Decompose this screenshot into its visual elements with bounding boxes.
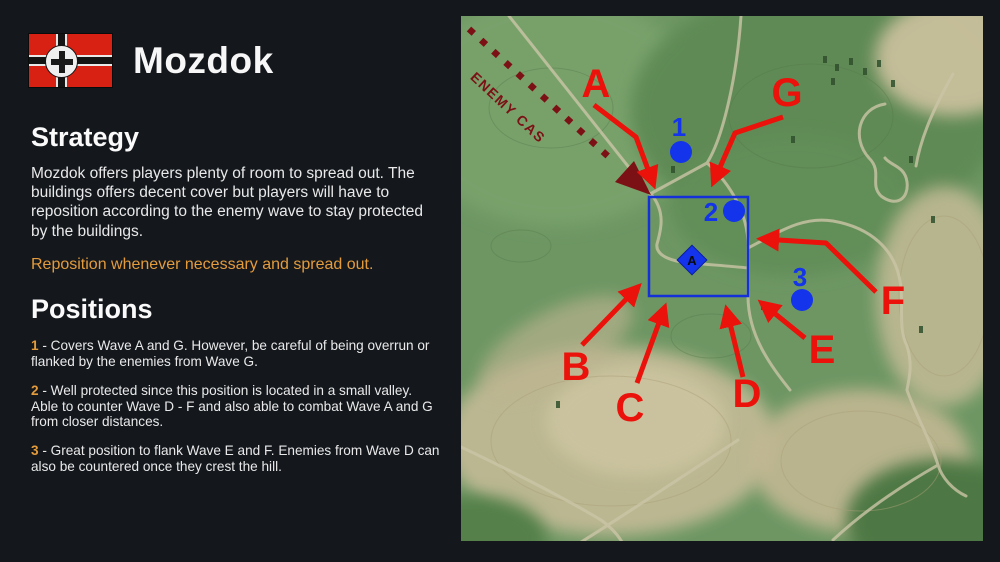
wave-e-label: E	[809, 328, 836, 372]
position-3-marker	[791, 289, 813, 311]
wave-labels: A G B C D E F	[562, 62, 906, 430]
position-2-marker	[723, 200, 745, 222]
wave-c-label: C	[616, 386, 645, 430]
strategy-heading: Strategy	[31, 122, 140, 152]
positions-heading: Positions	[31, 294, 153, 324]
position-markers: 1 2 3	[670, 112, 813, 311]
position-3-map-label: 3	[793, 262, 807, 292]
position-2-map-label: 2	[704, 197, 718, 227]
map-terrain	[461, 16, 983, 541]
strategy-note-text: Reposition whenever necessary and spread…	[31, 256, 374, 273]
objective-a-diamond: A	[676, 244, 708, 276]
wave-d-arrow	[719, 304, 746, 378]
german-war-ensign-flag-icon	[28, 33, 113, 88]
objective-a-label: A	[687, 253, 697, 268]
position-1-number: 1	[31, 338, 39, 353]
wave-b-label: B	[562, 345, 591, 389]
wave-g-label: G	[771, 71, 802, 115]
flag-center-disc	[45, 45, 78, 78]
wave-g-arrow	[709, 114, 784, 188]
wave-e-arrow	[757, 299, 807, 340]
position-2-number: 2	[31, 383, 39, 398]
wave-a-label: A	[582, 62, 611, 106]
wave-f-arrow	[756, 228, 878, 294]
position-3-description: 3 - Great position to flank Wave E and F…	[31, 443, 440, 474]
wave-b-arrow	[580, 283, 642, 347]
map-roads	[461, 16, 968, 541]
position-2-description: 2 - Well protected since this position i…	[31, 383, 433, 430]
wave-d-label: D	[733, 372, 762, 416]
page-title: Mozdok	[133, 40, 274, 81]
position-3-number: 3	[31, 443, 39, 458]
strategy-body-text: Mozdok offers players plenty of room to …	[31, 165, 424, 240]
wave-a-arrow	[592, 103, 659, 190]
wave-c-arrow	[634, 302, 670, 384]
wave-f-label: F	[881, 279, 905, 323]
position-1-description: 1 - Covers Wave A and G. However, be car…	[31, 338, 430, 369]
position-1-map-label: 1	[672, 112, 686, 142]
wave-arrows	[580, 103, 878, 384]
position-1-marker	[670, 141, 692, 163]
mozdok-map-image[interactable]: ENEMY CAS A G B C D E F	[461, 16, 983, 541]
capture-zone-square	[647, 195, 750, 298]
